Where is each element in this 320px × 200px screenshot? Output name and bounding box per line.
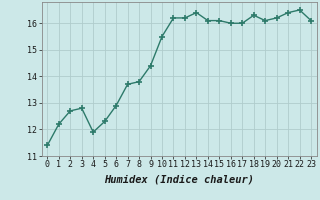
X-axis label: Humidex (Indice chaleur): Humidex (Indice chaleur) <box>104 175 254 185</box>
